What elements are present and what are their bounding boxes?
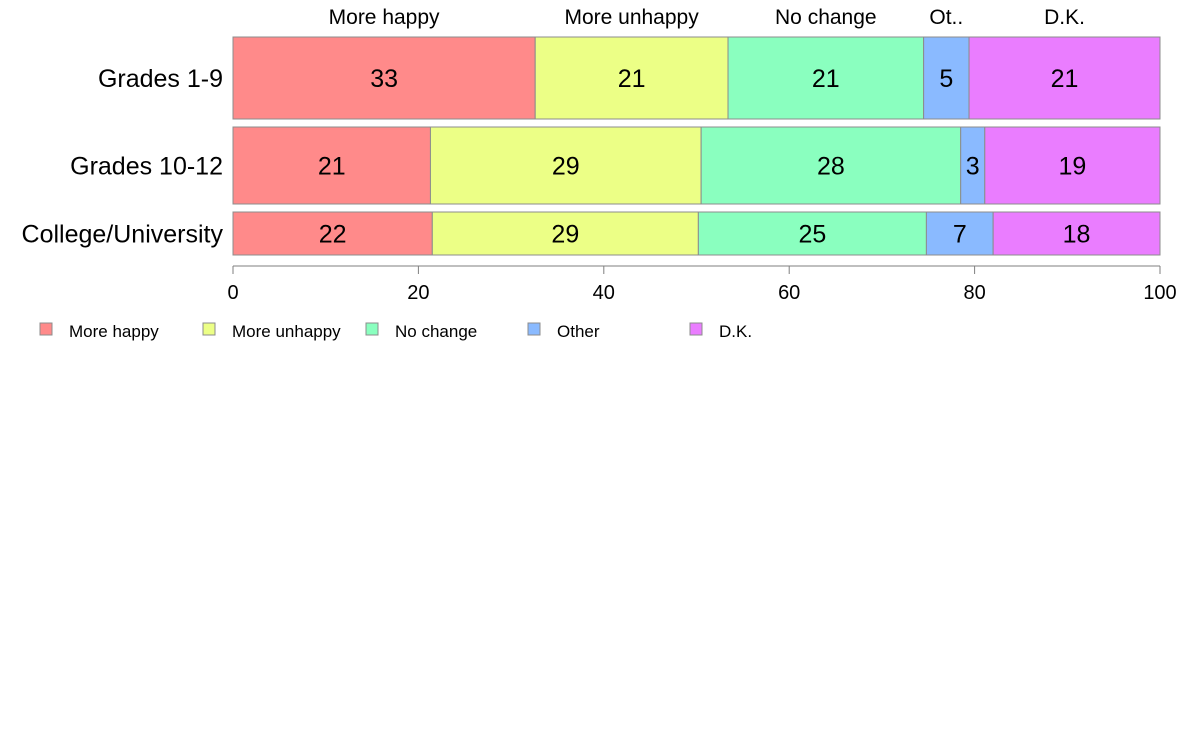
data-label: 21	[618, 65, 646, 93]
x-tick-label: 60	[778, 282, 800, 304]
top-label: D.K.	[1044, 6, 1085, 29]
x-tick-label: 80	[963, 282, 985, 304]
legend-swatch	[365, 322, 379, 336]
data-label: 18	[1063, 221, 1091, 249]
top-category-labels: More happy More unhappy No change Ot.. D.K.	[329, 6, 1085, 29]
bar-segment	[429, 126, 702, 205]
legend-swatch	[202, 322, 216, 336]
x-tick-label: 0	[227, 282, 238, 304]
category-label: College/University	[22, 221, 224, 249]
data-label: 29	[552, 153, 580, 181]
top-label: More unhappy	[564, 6, 699, 29]
x-tick-label: 40	[593, 282, 615, 304]
data-label: 25	[798, 221, 826, 249]
bar-segment	[960, 126, 986, 205]
legend-label: No change	[395, 322, 477, 341]
data-label: 3	[966, 153, 980, 181]
data-label: 21	[812, 65, 840, 93]
legend: More happy More unhappy No change Other D.K.	[39, 322, 752, 341]
legend-label: D.K.	[719, 322, 752, 341]
legend-swatch	[39, 322, 53, 336]
data-label: 33	[370, 65, 398, 93]
top-label: Ot..	[929, 6, 963, 29]
data-label: 19	[1058, 153, 1086, 181]
legend-swatch	[527, 322, 541, 336]
bar-segment	[727, 36, 925, 120]
data-label: 7	[953, 221, 967, 249]
x-tick-label: 20	[407, 282, 429, 304]
bar-segment	[697, 211, 927, 256]
x-axis: 0 20 40 60 80 100	[227, 265, 1177, 304]
category-label: Grades 10-12	[70, 153, 223, 181]
x-tick-label: 100	[1143, 282, 1176, 304]
data-label: 28	[817, 153, 845, 181]
data-label: 21	[1051, 65, 1079, 93]
data-label: 22	[319, 221, 347, 249]
bar-segment	[984, 126, 1161, 205]
bar-segment	[534, 36, 729, 120]
bar-segment	[925, 211, 994, 256]
legend-label: More unhappy	[232, 322, 341, 341]
bar-segment	[968, 36, 1161, 120]
data-label: 5	[939, 65, 953, 93]
data-label: 21	[318, 153, 346, 181]
category-label: Grades 1-9	[98, 65, 223, 93]
y-axis-labels: Grades 1-9 Grades 10-12 College/University	[22, 65, 224, 249]
legend-label: More happy	[69, 322, 159, 341]
legend-swatch	[689, 322, 703, 336]
bar-segment	[700, 126, 962, 205]
bar-segment	[232, 36, 536, 120]
bars-group: 33 21 21 5 21 21 29 28 3 19 22 29 25 7 18	[232, 36, 1161, 256]
legend-label: Other	[557, 322, 600, 341]
data-label: 29	[551, 221, 579, 249]
bar-segment	[992, 211, 1161, 256]
bar-segment	[232, 126, 431, 205]
top-label: No change	[775, 6, 877, 29]
bar-segment	[431, 211, 699, 256]
top-label: More happy	[329, 6, 440, 29]
